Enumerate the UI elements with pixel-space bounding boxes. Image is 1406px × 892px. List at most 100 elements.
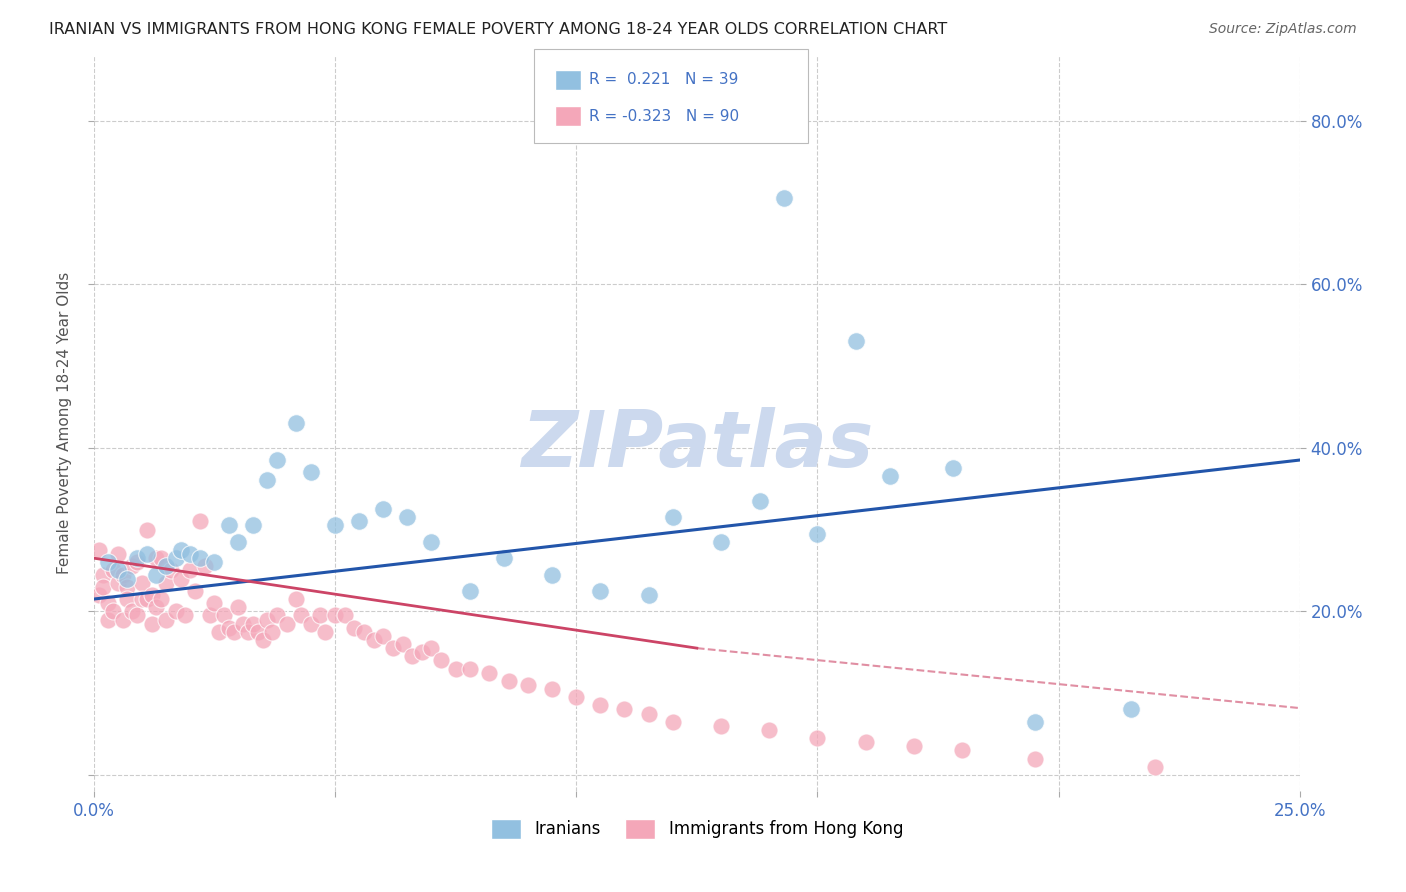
Point [208, 624, 231, 639]
Point [150, 551, 173, 566]
Point [806, 526, 828, 541]
Point [97, 613, 120, 627]
Point [589, 698, 612, 713]
Point [353, 624, 375, 639]
Point [242, 616, 264, 631]
Point [333, 608, 356, 623]
Point [323, 608, 346, 623]
Point [141, 588, 163, 602]
Point [589, 583, 612, 598]
Point [165, 551, 187, 566]
Point [363, 632, 385, 647]
Point [127, 555, 149, 569]
Point [202, 596, 225, 610]
Point [117, 572, 139, 586]
Point [93, 567, 115, 582]
Point [444, 662, 467, 676]
Point [101, 604, 124, 618]
Point [314, 624, 336, 639]
Point [155, 559, 177, 574]
Point [478, 665, 501, 680]
Point [236, 624, 259, 639]
Point [179, 563, 201, 577]
Point [242, 518, 264, 533]
Point [299, 465, 322, 479]
Point [845, 334, 868, 349]
Point [420, 534, 443, 549]
Point [202, 555, 225, 569]
Point [131, 575, 153, 590]
Point [458, 583, 481, 598]
Point [246, 624, 269, 639]
Point [262, 624, 284, 639]
Point [141, 616, 163, 631]
Point [323, 518, 346, 533]
Point [710, 719, 733, 733]
Point [420, 641, 443, 656]
Point [145, 567, 167, 582]
Point [127, 551, 149, 566]
Point [941, 461, 963, 475]
Point [179, 547, 201, 561]
Point [184, 583, 207, 598]
Point [613, 702, 636, 716]
Point [661, 510, 683, 524]
Point [155, 575, 177, 590]
Point [87, 543, 110, 558]
Text: R = -0.323   N = 90: R = -0.323 N = 90 [589, 109, 740, 124]
Point [517, 678, 540, 692]
Point [121, 559, 143, 574]
Text: IRANIAN VS IMMIGRANTS FROM HONG KONG FEMALE POVERTY AMONG 18-24 YEAR OLDS CORREL: IRANIAN VS IMMIGRANTS FROM HONG KONG FEM… [49, 22, 948, 37]
Point [411, 645, 433, 659]
Point [97, 555, 120, 569]
Point [347, 514, 370, 528]
Text: R =  0.221   N = 39: R = 0.221 N = 39 [589, 72, 738, 87]
Point [637, 588, 659, 602]
Point [107, 575, 129, 590]
Point [111, 613, 134, 627]
Point [950, 743, 973, 757]
Point [127, 608, 149, 623]
Point [299, 616, 322, 631]
Point [309, 608, 332, 623]
Point [160, 563, 183, 577]
Point [232, 616, 254, 631]
Point [117, 580, 139, 594]
Point [145, 551, 167, 566]
Point [661, 714, 683, 729]
Point [194, 559, 217, 574]
Point [150, 592, 173, 607]
Legend: Iranians, Immigrants from Hong Kong: Iranians, Immigrants from Hong Kong [484, 812, 910, 846]
Point [855, 735, 877, 749]
Point [93, 580, 115, 594]
Point [1024, 751, 1046, 765]
Point [135, 523, 157, 537]
Text: ZIPatlas: ZIPatlas [520, 408, 873, 483]
Point [169, 543, 191, 558]
Point [1144, 760, 1167, 774]
Point [188, 551, 211, 566]
Point [198, 608, 221, 623]
Point [401, 649, 423, 664]
Point [107, 563, 129, 577]
Point [121, 604, 143, 618]
Point [135, 592, 157, 607]
Point [1119, 702, 1142, 716]
Point [748, 494, 770, 508]
Point [218, 621, 240, 635]
Point [101, 563, 124, 577]
Point [131, 592, 153, 607]
Point [256, 613, 278, 627]
Point [145, 600, 167, 615]
Point [373, 629, 395, 643]
Point [373, 502, 395, 516]
Point [165, 604, 187, 618]
Point [903, 739, 925, 754]
Point [343, 621, 366, 635]
Point [458, 662, 481, 676]
Point [155, 613, 177, 627]
Point [381, 641, 404, 656]
Point [188, 514, 211, 528]
Point [266, 608, 288, 623]
Point [222, 624, 245, 639]
